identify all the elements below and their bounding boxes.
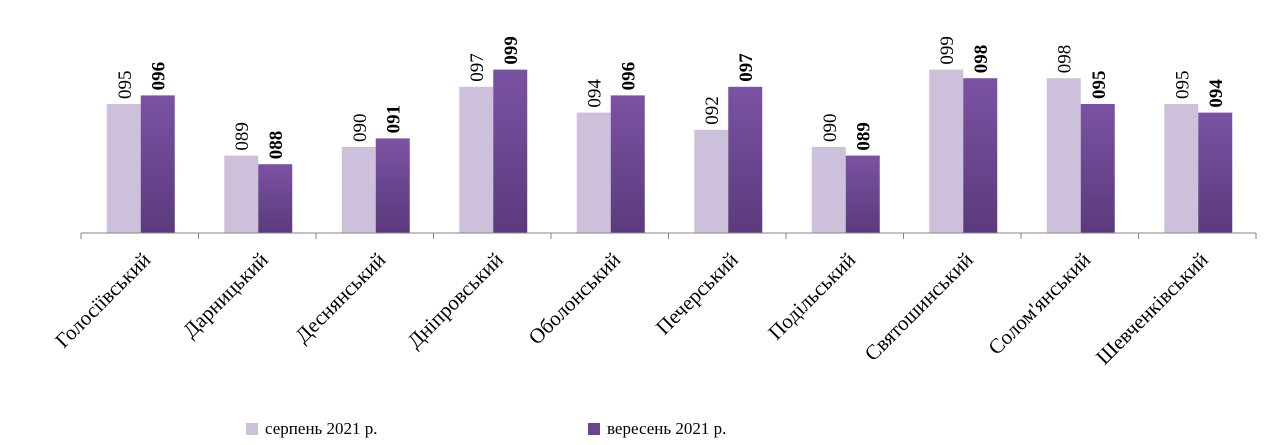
bar-september: [1080, 104, 1115, 233]
legend-swatch-august: [246, 423, 258, 435]
bar-august: [694, 129, 729, 233]
data-label: 099: [501, 36, 522, 65]
data-label: 094: [1206, 79, 1227, 108]
category-label: Деснянський: [290, 248, 390, 348]
legend: серпень 2021 р. вересень 2021 р.: [0, 419, 1267, 441]
bar-august: [576, 112, 611, 233]
bar-september: [610, 95, 645, 234]
category-label-layer: Голосіївський Дарницький Деснянський Дніпро…: [50, 248, 1212, 370]
bar-layer: [106, 69, 1233, 234]
data-label: 097: [467, 53, 488, 82]
data-label: 098: [1055, 45, 1076, 74]
data-label: 090: [820, 114, 841, 143]
bar-september: [963, 78, 998, 233]
legend-swatch-september: [588, 423, 600, 435]
bar-august: [106, 104, 141, 233]
category-label: Солом'янський: [983, 248, 1095, 360]
legend-label-september: вересень 2021 р.: [607, 419, 727, 438]
data-label: 096: [619, 62, 640, 91]
data-label: 095: [115, 71, 136, 100]
x-tick-layer: [80, 233, 1257, 239]
legend-item-september: вересень 2021 р.: [588, 419, 726, 439]
bar-september: [493, 69, 528, 233]
legend-item-august: серпень 2021 р.: [246, 419, 378, 439]
bar-september: [728, 86, 763, 233]
data-label: 094: [585, 79, 606, 108]
data-label: 092: [702, 96, 723, 125]
data-label: 088: [266, 131, 287, 160]
bar-september: [140, 95, 175, 234]
category-label: Святошинський: [860, 248, 978, 366]
bar-august: [1046, 78, 1081, 233]
bar-august: [459, 86, 494, 233]
bar-august: [1164, 104, 1199, 233]
category-label: Шевченківський: [1091, 248, 1213, 370]
data-label: 095: [1172, 71, 1193, 100]
data-label: 096: [149, 62, 170, 91]
category-label: Дарницький: [178, 248, 273, 343]
category-label: Голосіївський: [50, 248, 155, 353]
data-label: 095: [1089, 71, 1110, 100]
bar-september: [1198, 112, 1233, 233]
data-label: 089: [854, 122, 875, 151]
category-label: Подільський: [763, 248, 860, 345]
legend-label-august: серпень 2021 р.: [265, 419, 378, 438]
bar-august: [929, 69, 964, 233]
bar-september: [375, 138, 410, 233]
category-label: Оболонський: [524, 248, 626, 350]
data-label: 089: [232, 122, 253, 151]
bar-august: [224, 155, 259, 233]
category-label: Дніпровський: [402, 248, 507, 353]
bar-september: [845, 155, 880, 233]
data-label: 098: [971, 45, 992, 74]
data-label: 099: [937, 36, 958, 65]
category-label: Печерський: [651, 248, 743, 340]
bar-september: [258, 164, 293, 233]
bar-august: [811, 147, 846, 233]
data-label: 097: [736, 53, 757, 82]
data-label: 090: [350, 114, 371, 143]
data-label: 091: [384, 105, 405, 134]
bar-august: [341, 147, 376, 233]
data-label-layer: 095 096 089 088 090 091 097 099 094 096 092 097 090 0…: [115, 36, 1228, 159]
